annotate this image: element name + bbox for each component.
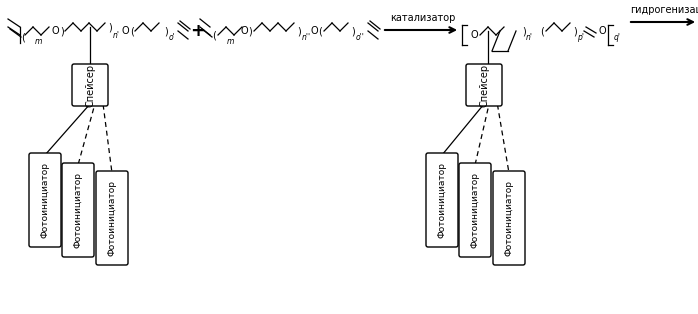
Text: (: ( <box>212 30 216 40</box>
FancyBboxPatch shape <box>426 153 458 247</box>
Text: O: O <box>598 26 606 36</box>
Text: ): ) <box>108 22 112 32</box>
Text: n': n' <box>526 33 533 41</box>
Text: (: ( <box>540 26 544 36</box>
Text: +: + <box>191 22 205 40</box>
Text: O: O <box>240 26 248 36</box>
Text: O: O <box>51 26 59 36</box>
FancyBboxPatch shape <box>29 153 61 247</box>
Text: O: O <box>470 30 478 40</box>
Text: Спейсер: Спейсер <box>85 63 95 106</box>
Text: Фотоинициатор: Фотоинициатор <box>438 162 447 238</box>
Text: ): ) <box>248 26 252 36</box>
FancyBboxPatch shape <box>62 163 94 257</box>
Text: q': q' <box>614 33 621 41</box>
Text: катализатор: катализатор <box>390 13 455 23</box>
Text: Фотоинициатор: Фотоинициатор <box>73 172 82 248</box>
Text: ): ) <box>60 26 64 36</box>
Text: (: ( <box>130 26 134 36</box>
Text: m: m <box>34 36 42 46</box>
Text: Фотоинициатор: Фотоинициатор <box>40 162 50 238</box>
Text: p': p' <box>577 33 584 41</box>
Text: Фотоинициатор: Фотоинициатор <box>470 172 480 248</box>
Text: ): ) <box>164 26 168 36</box>
FancyBboxPatch shape <box>493 171 525 265</box>
Text: Спейсер: Спейсер <box>479 63 489 106</box>
Text: ): ) <box>573 26 577 36</box>
FancyBboxPatch shape <box>459 163 491 257</box>
Text: m: m <box>226 36 234 46</box>
Text: (: ( <box>318 26 322 36</box>
Text: n': n' <box>113 30 120 40</box>
Text: o'': o'' <box>356 33 365 41</box>
FancyBboxPatch shape <box>466 64 502 106</box>
Text: O: O <box>310 26 318 36</box>
Text: (: ( <box>21 32 25 42</box>
Text: ): ) <box>522 26 526 36</box>
Text: Фотоинициатор: Фотоинициатор <box>107 180 117 256</box>
Text: O: O <box>121 26 129 36</box>
Text: ): ) <box>351 26 355 36</box>
Text: Фотоинициатор: Фотоинициатор <box>505 180 514 256</box>
Text: n'': n'' <box>302 33 311 41</box>
FancyBboxPatch shape <box>72 64 108 106</box>
Text: o': o' <box>169 33 176 41</box>
Text: ): ) <box>297 26 301 36</box>
FancyBboxPatch shape <box>96 171 128 265</box>
Text: гидрогенизация: гидрогенизация <box>630 5 698 15</box>
